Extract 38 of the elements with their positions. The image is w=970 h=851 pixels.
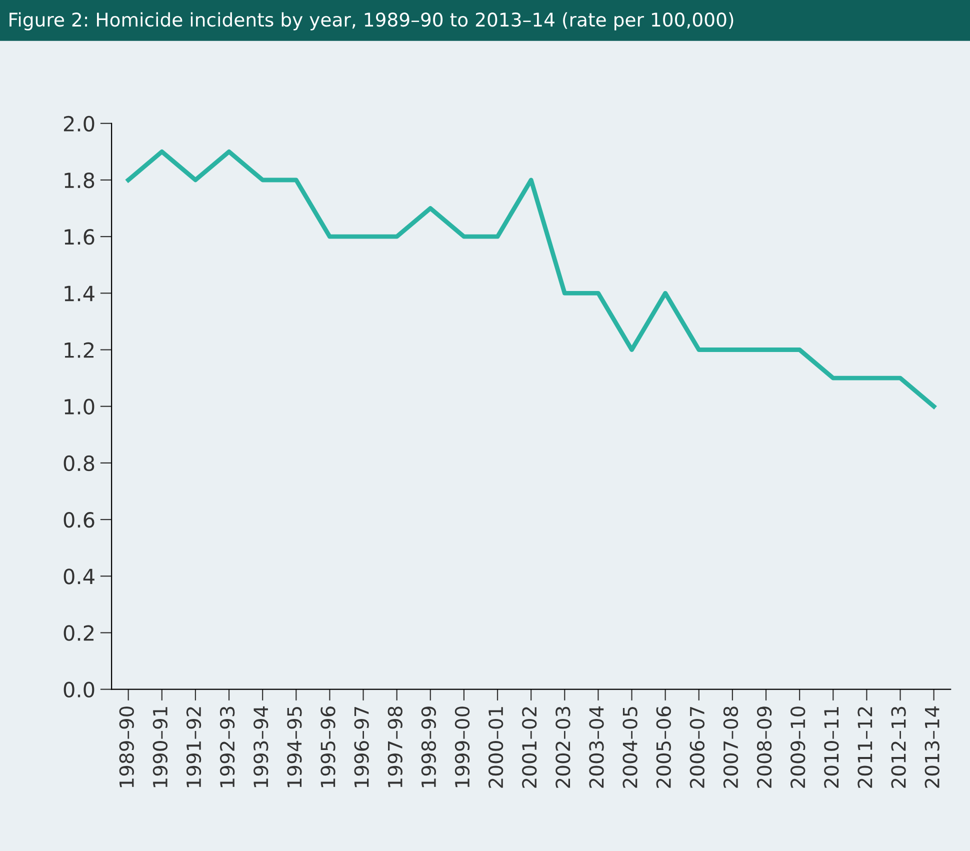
y-tick-label: 1.8 [64,172,94,188]
x-tick-label: 1998–99 [421,706,436,788]
x-tick-label: 1996–97 [354,706,369,788]
x-tick-label: 2010–11 [824,707,839,788]
x-tick-label: 2011–12 [858,707,872,788]
x-tick-label: 1999–00 [454,706,470,788]
y-tick-label: 0.6 [64,512,94,528]
x-tick-label: 2004–05 [622,706,638,788]
chart-title: Figure 2: Homicide incidents by year, 1989–90 to 2013–14 (rate per 100,000) [10,12,734,30]
x-tick-label: 2013–14 [924,706,940,788]
line-series [126,149,936,409]
x-tick-label: 2001–02 [522,707,537,788]
x-tick-label: 1991–92 [186,707,202,788]
x-tick-label: 2008–09 [756,706,772,788]
x-tick-label: 1995–96 [320,706,336,788]
y-tick-label: 2.0 [64,116,94,132]
x-tick-label: 2005–06 [656,706,671,788]
x-tick-label: 2007–08 [723,706,738,788]
x-tick-label: 1994–95 [287,706,302,788]
y-tick-label: 0.4 [64,568,94,584]
y-tick-label: 0.0 [64,682,94,698]
y-tick-label: 0.2 [64,625,94,641]
x-tick-label: 2006–07 [690,706,705,788]
y-tick-label: 1.0 [64,398,94,415]
y-tick-label: 1.4 [64,286,94,302]
x-tick-label: 2003–04 [589,706,604,788]
x-tick-label: 2002–03 [556,706,570,788]
y-tick-label: 1.6 [64,229,94,245]
y-tick-label: 0.8 [64,455,94,472]
x-tick-label: 1993–94 [254,706,268,788]
x-tick-label: 1997–98 [388,706,402,788]
x-tick-label: 1992–93 [220,706,235,788]
x-tick-label: 1990–91 [152,707,168,788]
x-tick-label: 2012–13 [891,706,906,788]
x-tick-label: 2000–01 [488,707,504,788]
y-tick-label: 1.2 [64,342,94,358]
x-tick-label: 1989–90 [119,706,134,788]
x-tick-label: 2009–10 [790,706,806,788]
